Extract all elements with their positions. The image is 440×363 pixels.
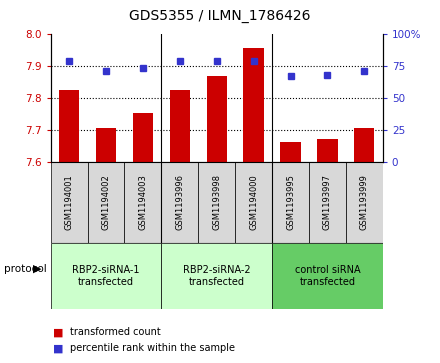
Text: GSM1193995: GSM1193995 [286, 175, 295, 230]
Text: GSM1194003: GSM1194003 [138, 175, 147, 230]
Bar [161, 243, 272, 309]
Bar [59, 90, 79, 162]
Bar [96, 128, 116, 162]
Bar [161, 162, 198, 243]
Bar [125, 162, 161, 243]
Text: control siRNA
transfected: control siRNA transfected [295, 265, 360, 287]
Text: RBP2-siRNA-2
transfected: RBP2-siRNA-2 transfected [183, 265, 250, 287]
Bar [198, 162, 235, 243]
Text: RBP2-siRNA-1
transfected: RBP2-siRNA-1 transfected [72, 265, 140, 287]
Text: transformed count: transformed count [70, 327, 161, 337]
Bar [51, 243, 161, 309]
Text: ■: ■ [53, 343, 63, 354]
Bar [235, 162, 272, 243]
Bar [354, 128, 374, 162]
Bar [272, 162, 309, 243]
Text: percentile rank within the sample: percentile rank within the sample [70, 343, 235, 354]
Text: GSM1194001: GSM1194001 [65, 175, 73, 230]
Bar [206, 76, 227, 162]
Bar [243, 48, 264, 162]
Bar [272, 243, 383, 309]
Text: GDS5355 / ILMN_1786426: GDS5355 / ILMN_1786426 [129, 9, 311, 23]
Text: GSM1193998: GSM1193998 [212, 174, 221, 231]
Text: ▶: ▶ [33, 264, 42, 274]
Bar [346, 162, 383, 243]
Bar [317, 139, 337, 162]
Text: GSM1194000: GSM1194000 [249, 175, 258, 230]
Bar [51, 162, 88, 243]
Text: protocol: protocol [4, 264, 47, 274]
Bar [309, 162, 346, 243]
Text: GSM1193999: GSM1193999 [360, 175, 369, 230]
Bar [280, 142, 301, 162]
Bar [170, 90, 190, 162]
Text: GSM1193996: GSM1193996 [175, 174, 184, 231]
Text: ■: ■ [53, 327, 63, 337]
Bar [88, 162, 125, 243]
Text: GSM1193997: GSM1193997 [323, 174, 332, 231]
Bar [133, 113, 153, 162]
Text: GSM1194002: GSM1194002 [102, 175, 110, 230]
